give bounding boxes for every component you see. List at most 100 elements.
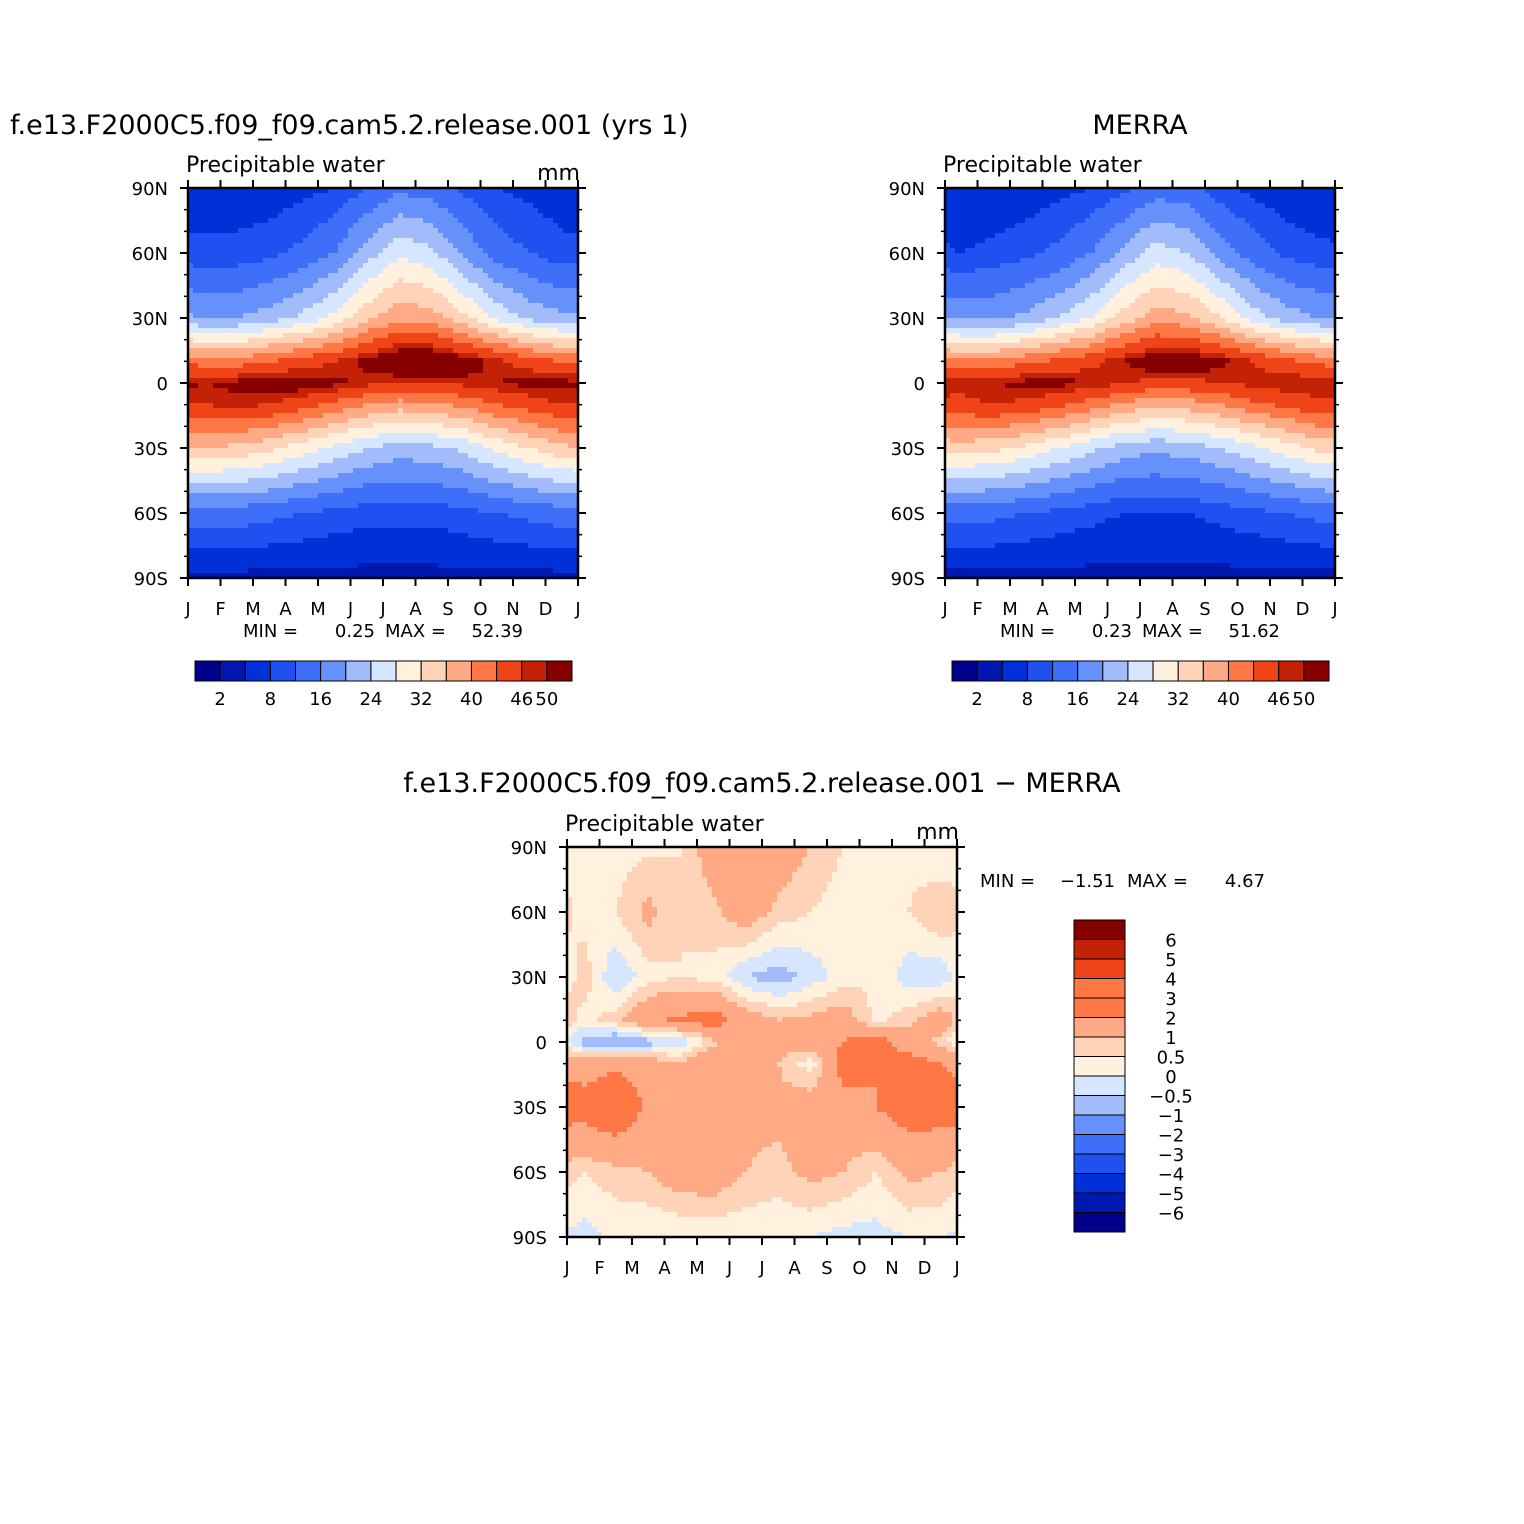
heatmap-cell [538,238,544,244]
heatmap-cell [508,418,514,424]
heatmap-cell [223,358,229,364]
heatmap-cell [398,323,404,329]
heatmap-cell [248,213,254,219]
heatmap-cell [203,338,209,344]
heatmap-cell [328,413,334,419]
heatmap-cell [293,373,299,379]
heatmap-cell [503,353,509,359]
heatmap-cell [293,433,299,439]
heatmap-cell [223,473,229,479]
heatmap-cell [458,208,464,214]
heatmap-cell [223,433,229,439]
heatmap-cell [348,498,354,504]
heatmap-cell [573,338,579,344]
heatmap-cell [538,333,544,339]
heatmap-cell [263,193,269,199]
heatmap-cell [458,358,464,364]
heatmap-cell [533,248,539,254]
heatmap-cell [468,483,474,489]
heatmap-cell [353,218,359,224]
heatmap-cell [438,313,444,319]
heatmap-cell [568,193,574,199]
heatmap-cell [568,373,574,379]
heatmap-cell [493,293,499,299]
heatmap-cell [223,388,229,394]
heatmap-cell [533,453,539,459]
heatmap-cell [193,403,199,409]
heatmap-cell [463,478,469,484]
heatmap-cell [458,438,464,444]
heatmap-cell [313,283,319,289]
heatmap-cell [243,498,249,504]
heatmap-cell [348,218,354,224]
heatmap-cell [363,428,369,434]
heatmap-cell [188,393,194,399]
heatmap-cell [563,243,569,249]
heatmap-cell [243,378,249,384]
heatmap-cell [398,353,404,359]
heatmap-cell [543,193,549,199]
heatmap-cell [238,453,244,459]
heatmap-cell [488,223,494,229]
heatmap-cell [263,443,269,449]
heatmap-cell [478,328,484,334]
heatmap-cell [343,313,349,319]
heatmap-cell [378,363,384,369]
heatmap-cell [353,453,359,459]
heatmap-cell [453,393,459,399]
heatmap-cell [383,443,389,449]
heatmap-cell [228,243,234,249]
heatmap-cell [508,453,514,459]
heatmap-cell [468,373,474,379]
heatmap-cell [318,418,324,424]
heatmap-cell [213,398,219,404]
heatmap-cell [518,238,524,244]
heatmap-cell [403,493,409,499]
heatmap-cell [508,378,514,384]
heatmap-cell [383,303,389,309]
heatmap-cell [458,193,464,199]
heatmap-cell [483,478,489,484]
heatmap-cell [333,263,339,269]
heatmap-cell [273,353,279,359]
heatmap-cell [298,243,304,249]
heatmap-cell [533,298,539,304]
heatmap-cell [253,238,259,244]
heatmap-cell [468,368,474,374]
heatmap-cell [373,213,379,219]
heatmap-cell [513,228,519,234]
heatmap-cell [358,233,364,239]
heatmap-cell [233,438,239,444]
heatmap-cell [378,313,384,319]
heatmap-cell [288,203,294,209]
heatmap-cell [468,453,474,459]
heatmap-cell [508,268,514,274]
heatmap-cell [303,328,309,334]
heatmap-cell [218,323,224,329]
heatmap-cell [268,258,274,264]
heatmap-cell [213,498,219,504]
heatmap-cell [468,393,474,399]
heatmap-cell [393,443,399,449]
heatmap-cell [393,258,399,264]
heatmap-cell [478,433,484,439]
heatmap-cell [378,468,384,474]
heatmap-cell [293,318,299,324]
heatmap-cell [348,468,354,474]
heatmap-cell [203,473,209,479]
heatmap-cell [248,343,254,349]
heatmap-cell [453,198,459,204]
heatmap-cell [298,463,304,469]
heatmap-cell [378,203,384,209]
heatmap-cell [193,448,199,454]
heatmap-cell [508,238,514,244]
heatmap-cell [528,263,534,269]
heatmap-cell [538,233,544,239]
heatmap-cell [503,418,509,424]
heatmap-cell [368,453,374,459]
heatmap-cell [503,468,509,474]
heatmap-cell [328,468,334,474]
heatmap-cell [323,408,329,414]
heatmap-cell [188,283,194,289]
heatmap-cell [288,393,294,399]
